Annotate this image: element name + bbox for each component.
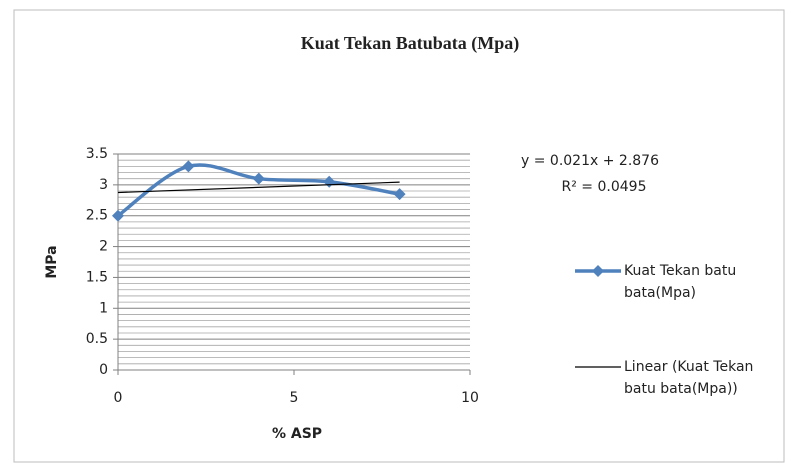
y-tick-label: 1.5 [86,269,108,285]
legend-label: Kuat Tekan batu bata(Mpa) [624,263,737,301]
y-axis-label: MPa [44,245,60,278]
y-tick-label: 3.5 [86,146,108,162]
trendline [117,181,400,194]
y-tick-label: 1 [99,300,108,316]
y-tick-label: 3 [99,177,108,193]
y-tick-label: 0 [99,362,108,378]
point [252,172,265,185]
point [112,209,124,222]
x-axis-label: % ASP [272,426,322,442]
x-tick-label: 10 [461,390,479,406]
chart-title: Kuat Tekan Batubata (Mpa) [301,33,520,54]
legend-label: Linear (Kuat Tekan batu bata(Mpa)) [624,359,754,397]
y-tick-label: 2 [99,239,108,255]
r-squared: R² = 0.0495 [562,179,647,195]
point [393,188,406,201]
y-tick-label: 0.5 [86,331,108,347]
chart-border [13,9,785,463]
x-tick-label: 0 [114,390,123,406]
x-tick-label: 5 [290,390,299,406]
legend-marker [592,265,604,277]
point [182,160,195,173]
equation: y = 0.021x + 2.876 [521,153,659,169]
y-tick-label: 2.5 [86,208,108,224]
